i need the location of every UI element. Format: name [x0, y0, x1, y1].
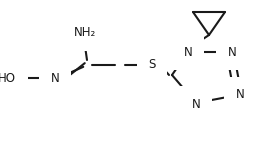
Text: N: N — [236, 88, 244, 101]
Text: N: N — [227, 46, 236, 59]
Text: N: N — [192, 97, 200, 111]
Text: N: N — [184, 46, 192, 59]
Text: NH₂: NH₂ — [74, 26, 96, 39]
Text: S: S — [148, 59, 156, 71]
Text: N: N — [50, 72, 59, 86]
Text: HO: HO — [0, 71, 16, 85]
